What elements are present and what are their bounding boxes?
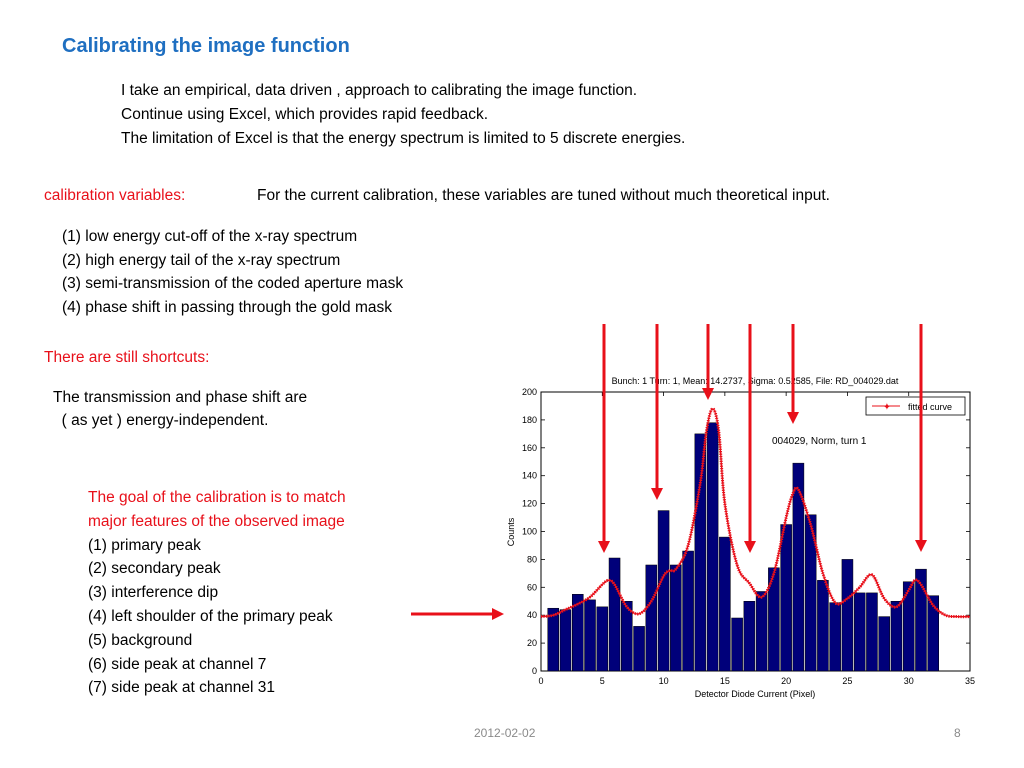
histogram-bar: [584, 599, 596, 672]
histogram-bar: [755, 591, 768, 672]
histogram-bar: [878, 616, 890, 672]
histogram-bar: [682, 550, 694, 672]
bar-series: [547, 422, 939, 672]
y-axis: 0 20 40 60 80 100 120 140 160 180 200: [522, 387, 970, 676]
histogram-bar: [608, 557, 621, 672]
histogram-bar: [621, 601, 633, 672]
histogram-bar: [804, 514, 817, 672]
footer-date: 2012-02-02: [474, 726, 536, 740]
y-tick-label: 180: [522, 415, 537, 425]
x-tick-label: 30: [904, 676, 914, 686]
y-tick-label: 120: [522, 499, 537, 509]
histogram-bar: [572, 594, 584, 672]
legend-label: fitted curve: [908, 402, 952, 412]
y-tick-label: 100: [522, 527, 537, 537]
x-axis-label: Detector Diode Current (Pixel): [695, 689, 816, 699]
goal-intro-line: The goal of the calibration is to match: [88, 489, 346, 506]
histogram-bar: [547, 607, 560, 672]
y-tick-label: 160: [522, 443, 537, 453]
fit-line: [540, 408, 971, 618]
intro-line: Continue using Excel, which provides rap…: [121, 106, 489, 123]
histogram-bar: [792, 462, 805, 672]
y-tick-label: 0: [532, 666, 537, 676]
goal-item: (7) side peak at channel 31: [88, 679, 275, 697]
intro-line: The limitation of Excel is that the ener…: [121, 130, 686, 147]
goal-item: (2) secondary peak: [88, 560, 221, 578]
histogram-bar: [706, 422, 719, 672]
goal-item: (3) interference dip: [88, 584, 219, 602]
histogram-bar: [596, 606, 609, 672]
transmission-line: ( as yet ) energy-independent.: [53, 412, 269, 429]
transmission-text: The transmission and phase shift are ( a…: [53, 386, 307, 432]
y-tick-label: 40: [527, 610, 537, 620]
histogram-bar: [694, 433, 707, 672]
variable-item: (3) semi-transmission of the coded apert…: [62, 275, 404, 293]
calibration-label: calibration variables:: [44, 187, 186, 204]
y-tick-label: 80: [527, 554, 537, 564]
histogram-bar: [915, 568, 927, 672]
histogram-bar: [853, 592, 866, 672]
y-tick-label: 200: [522, 387, 537, 397]
intro-line: I take an empirical, data driven , appro…: [121, 82, 638, 99]
histogram-bar: [768, 567, 780, 672]
histogram-bar: [780, 524, 792, 672]
histogram-bar: [731, 617, 743, 672]
y-axis-label: Counts: [506, 517, 516, 546]
x-tick-label: 20: [781, 676, 791, 686]
transmission-line: The transmission and phase shift are: [53, 389, 308, 406]
x-tick-label: 5: [600, 676, 605, 686]
histogram-bar: [657, 510, 670, 672]
histogram-bar: [927, 595, 939, 672]
spectrum-chart: 0 20 40 60 80 100 120 140 160 180 200 0 5 10 15 20 25 30…: [506, 376, 975, 699]
histogram-bar: [902, 581, 915, 672]
goal-item: (4) left shoulder of the primary peak: [88, 607, 333, 625]
page-number: 8: [954, 726, 961, 740]
x-tick-label: 35: [965, 676, 975, 686]
x-tick-label: 0: [538, 676, 543, 686]
goal-intro-line: major features of the observed image: [88, 512, 345, 530]
goal-item: (6) side peak at channel 7: [88, 655, 267, 673]
fit-series: [540, 407, 971, 619]
variable-item: (4) phase shift in passing through the g…: [62, 299, 392, 317]
y-tick-label: 140: [522, 471, 537, 481]
chart-title: Bunch: 1 Turn: 1, Mean: 14.2737, Sigma: …: [612, 376, 899, 386]
histogram-bar: [559, 609, 572, 672]
calibration-description: For the current calibration, these varia…: [257, 187, 830, 204]
histogram-bar: [841, 559, 854, 672]
chart-annotation: 004029, Norm, turn 1: [772, 436, 867, 447]
x-tick-label: 10: [659, 676, 669, 686]
goal-list: The goal of the calibration is to match …: [88, 486, 346, 700]
legend-box: [865, 396, 966, 416]
histogram-bar: [633, 626, 645, 672]
chart-legend: ✦ fitted curve: [865, 396, 966, 416]
legend-marker-icon: ✦: [883, 402, 891, 413]
histogram-bar: [719, 536, 731, 672]
x-tick-label: 25: [842, 676, 852, 686]
histogram-bar: [670, 564, 682, 672]
histogram-bar: [829, 602, 841, 672]
variables-list: (1) low energy cut-off of the x-ray spec…: [62, 225, 403, 320]
goal-item: (5) background: [88, 631, 193, 649]
shortcuts-label: There are still shortcuts:: [44, 349, 210, 366]
goal-item: (1) primary peak: [88, 536, 201, 554]
x-axis: 0 5 10 15 20 25 30 35: [538, 392, 975, 686]
variable-item: (1) low energy cut-off of the x-ray spec…: [62, 228, 358, 245]
intro-text: I take an empirical, data driven , appro…: [121, 79, 685, 151]
histogram-bar: [866, 592, 878, 672]
y-tick-label: 20: [527, 638, 537, 648]
histogram-bar: [817, 580, 829, 672]
variable-item: (2) high energy tail of the x-ray spectr…: [62, 251, 341, 269]
slide-title: Calibrating the image function: [62, 35, 350, 57]
histogram-bar: [743, 601, 756, 672]
histogram-bar: [645, 564, 658, 672]
x-tick-label: 15: [720, 676, 730, 686]
histogram-bar: [890, 601, 903, 672]
pointer-arrows: [411, 324, 927, 620]
y-tick-label: 60: [527, 582, 537, 592]
